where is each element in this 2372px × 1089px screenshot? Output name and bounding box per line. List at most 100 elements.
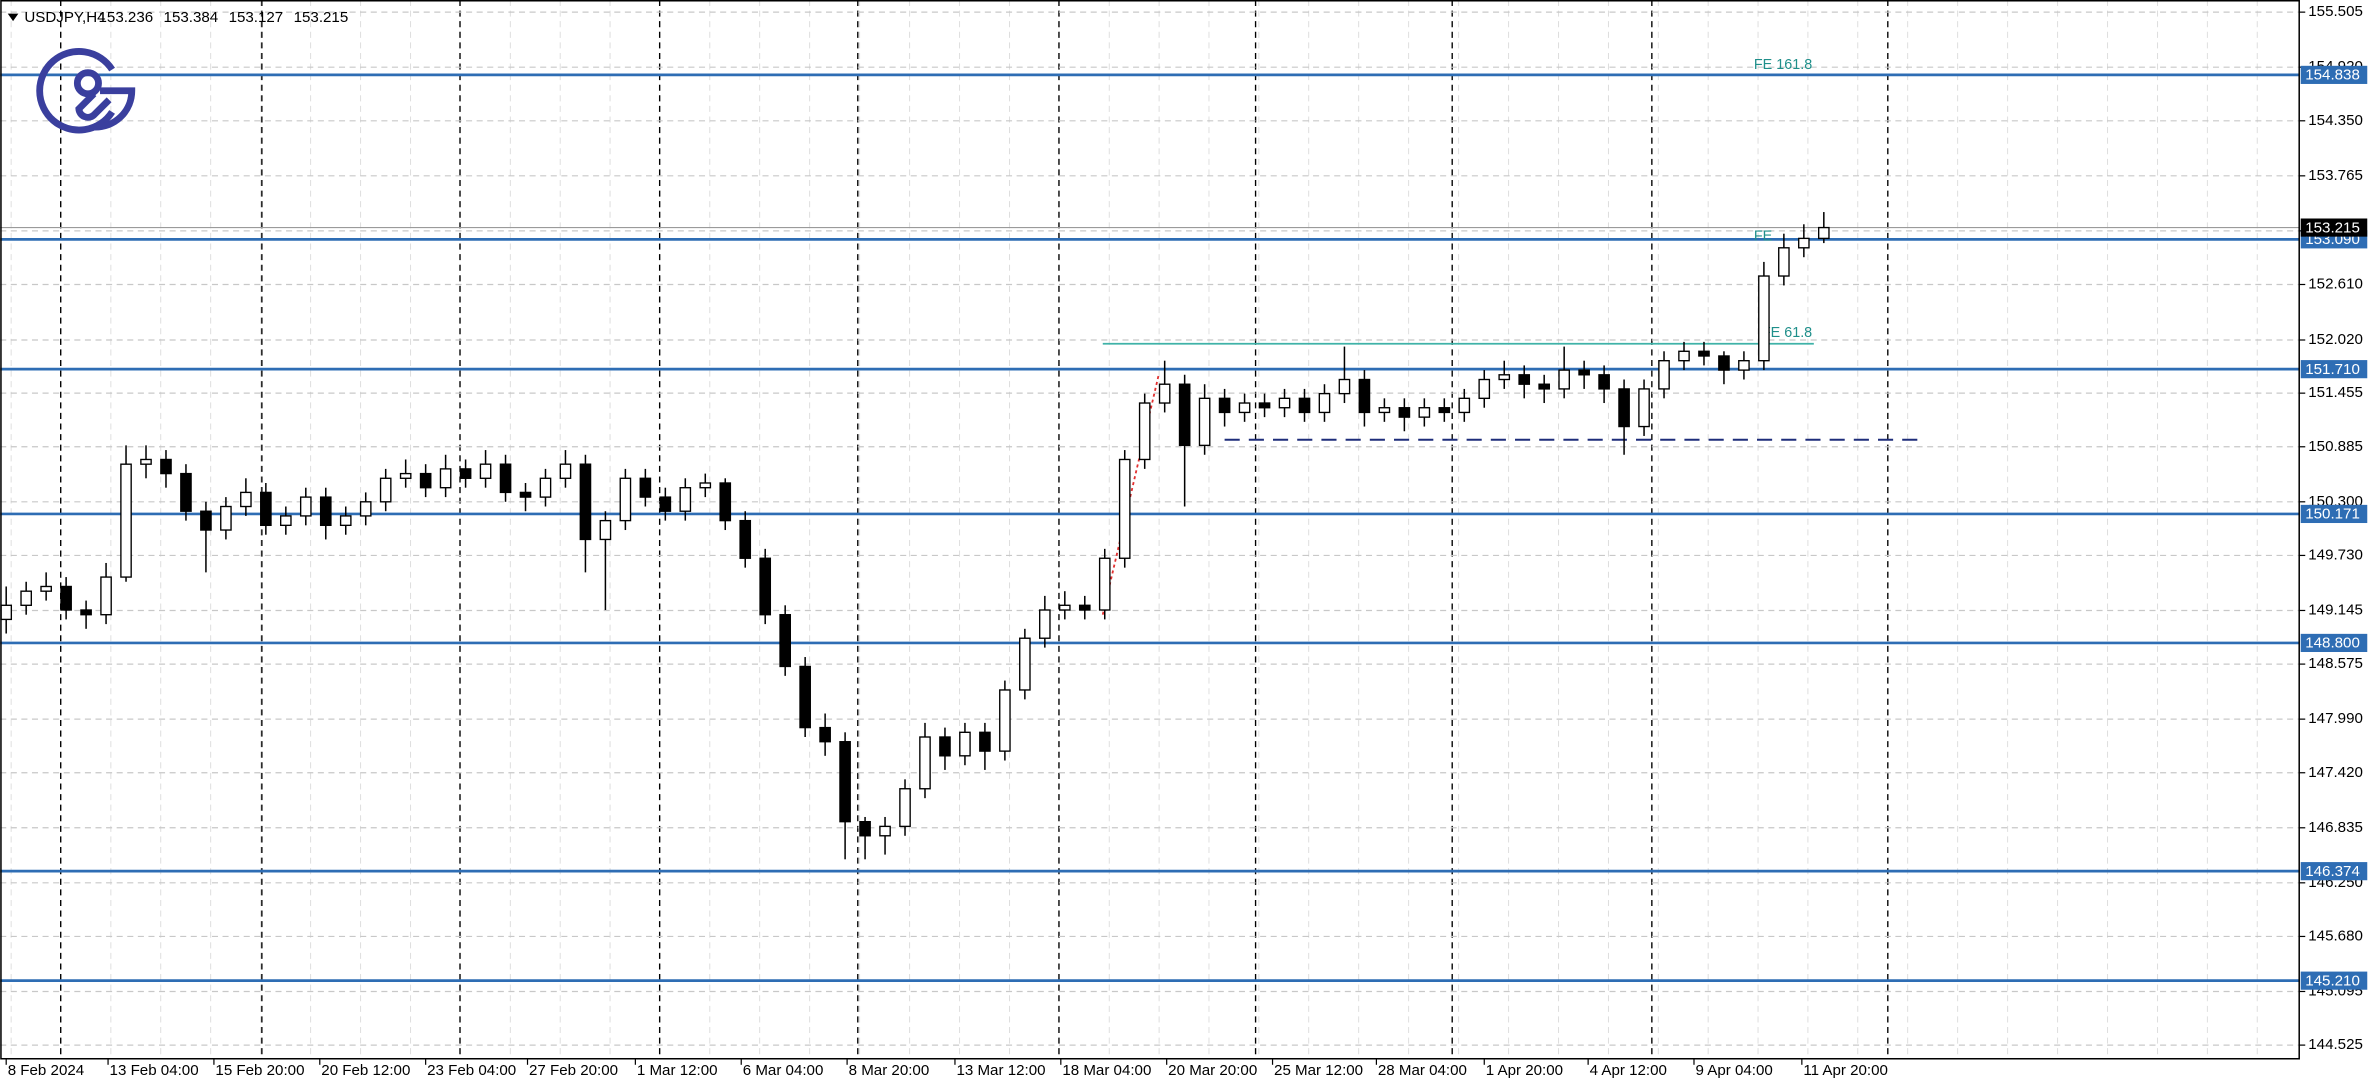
- ohlc-high: 153.384: [164, 9, 219, 26]
- candle-body: [599, 519, 612, 541]
- candle-body: [1039, 609, 1051, 639]
- candle-body: [60, 585, 72, 611]
- candle-body: [1238, 402, 1251, 414]
- candle-body: [739, 519, 752, 559]
- candle-body: [1438, 407, 1451, 414]
- candle-body: [1418, 407, 1431, 418]
- candle-body: [359, 501, 372, 517]
- candle-body: [1378, 407, 1391, 414]
- ohlc-low: 153.127: [229, 9, 284, 26]
- candle-body: [639, 477, 652, 498]
- level-label-box: [2300, 65, 2368, 84]
- candle-body: [879, 825, 891, 837]
- level-label: 146.374: [2305, 863, 2360, 880]
- y-tick-label: 144.525: [2308, 1036, 2363, 1053]
- trend-line: [1101, 374, 1160, 615]
- x-tick-label: 15 Feb 20:00: [215, 1062, 304, 1079]
- candle-body: [180, 472, 192, 512]
- candle-body: [519, 491, 532, 498]
- candle-body: [1578, 369, 1590, 376]
- y-tick-label: 146.835: [2308, 819, 2363, 836]
- x-tick-label: 6 Mar 04:00: [743, 1062, 824, 1079]
- candle-body: [499, 463, 512, 494]
- candle-body: [1118, 458, 1131, 559]
- candle-body: [220, 505, 232, 531]
- x-tick-label: 11 Apr 20:00: [1803, 1062, 1888, 1079]
- candle-body: [799, 665, 811, 729]
- candle-body: [759, 557, 772, 616]
- candle-body: [1019, 637, 1031, 691]
- ohlc-open: 153.236: [99, 9, 154, 26]
- y-tick-label: 153.765: [2308, 167, 2363, 184]
- candle-body: [200, 510, 212, 531]
- x-tick-label: 9 Apr 04:00: [1696, 1062, 1773, 1079]
- candle-body: [1558, 369, 1570, 390]
- candle-body: [1298, 397, 1311, 414]
- x-tick-label: 8 Mar 20:00: [849, 1062, 930, 1079]
- symbol: USDJPY,H4: [24, 9, 105, 26]
- x-tick-label: 1 Mar 12:00: [637, 1062, 718, 1079]
- y-tick-label: 149.145: [2308, 601, 2363, 618]
- candle-body: [1598, 374, 1610, 390]
- candle-body: [100, 576, 112, 616]
- candle-body: [1678, 350, 1690, 362]
- candle-body: [1218, 397, 1231, 414]
- x-tick-label: 20 Feb 12:00: [321, 1062, 410, 1079]
- candle-body: [1738, 360, 1750, 371]
- candle-body: [699, 482, 712, 489]
- x-tick-label: 1 Apr 20:00: [1486, 1062, 1563, 1079]
- level-label-box: [2300, 360, 2368, 379]
- candle-body: [439, 468, 452, 489]
- y-tick-label: 149.730: [2308, 546, 2363, 563]
- candle-body: [80, 609, 92, 616]
- y-tick-label: 151.455: [2308, 384, 2363, 401]
- candle-body: [1758, 275, 1770, 362]
- candle-body: [1478, 378, 1491, 400]
- candle-body: [0, 604, 13, 621]
- candle-body: [539, 477, 552, 498]
- price-label: 153.215: [2305, 219, 2360, 236]
- menu-arrow[interactable]: [7, 13, 19, 22]
- y-tick-label: 145.680: [2308, 927, 2363, 944]
- candle-body: [679, 487, 692, 512]
- candle-body: [839, 741, 851, 823]
- candle-body: [1618, 388, 1630, 428]
- y-tick-label: 152.610: [2308, 275, 2363, 292]
- candle-body: [280, 515, 292, 527]
- candle-body: [1518, 374, 1531, 385]
- candle-body: [559, 463, 572, 479]
- x-tick-label: 20 Mar 20:00: [1168, 1062, 1257, 1079]
- candle-body: [1258, 402, 1271, 409]
- candle-body: [1198, 397, 1211, 447]
- candle-body: [1458, 397, 1471, 414]
- candle-body: [859, 820, 871, 837]
- plot-layer: FE 161.8 FE FE 61.8: [0, 11, 2306, 1065]
- candle-body: [979, 731, 991, 752]
- candle-body: [160, 458, 172, 475]
- level-label-box: [2300, 862, 2368, 881]
- candle-body: [619, 477, 632, 522]
- candle-body: [819, 726, 831, 743]
- y-tick-label: 148.575: [2308, 655, 2363, 672]
- candle-body: [1658, 360, 1670, 390]
- x-tick-label: 27 Feb 20:00: [529, 1062, 618, 1079]
- candle-body: [1817, 226, 1830, 240]
- x-tick-label: 18 Mar 04:00: [1062, 1062, 1151, 1079]
- x-tick-label: 4 Apr 12:00: [1590, 1062, 1667, 1079]
- candle-body: [379, 477, 392, 503]
- level-label: 151.710: [2305, 361, 2360, 378]
- candle-body: [240, 491, 252, 508]
- candle-body: [1178, 383, 1191, 447]
- level-label: 148.800: [2305, 635, 2360, 652]
- candle-body: [339, 515, 352, 527]
- candle-body: [899, 788, 911, 828]
- candle-body: [1078, 604, 1091, 611]
- candle-body: [1498, 374, 1511, 381]
- x-tick-label: 28 Mar 04:00: [1378, 1062, 1467, 1079]
- ohlc-close: 153.215: [294, 9, 349, 26]
- candle-body: [1398, 407, 1411, 418]
- candle-body: [399, 472, 412, 479]
- candle-body: [1318, 392, 1331, 414]
